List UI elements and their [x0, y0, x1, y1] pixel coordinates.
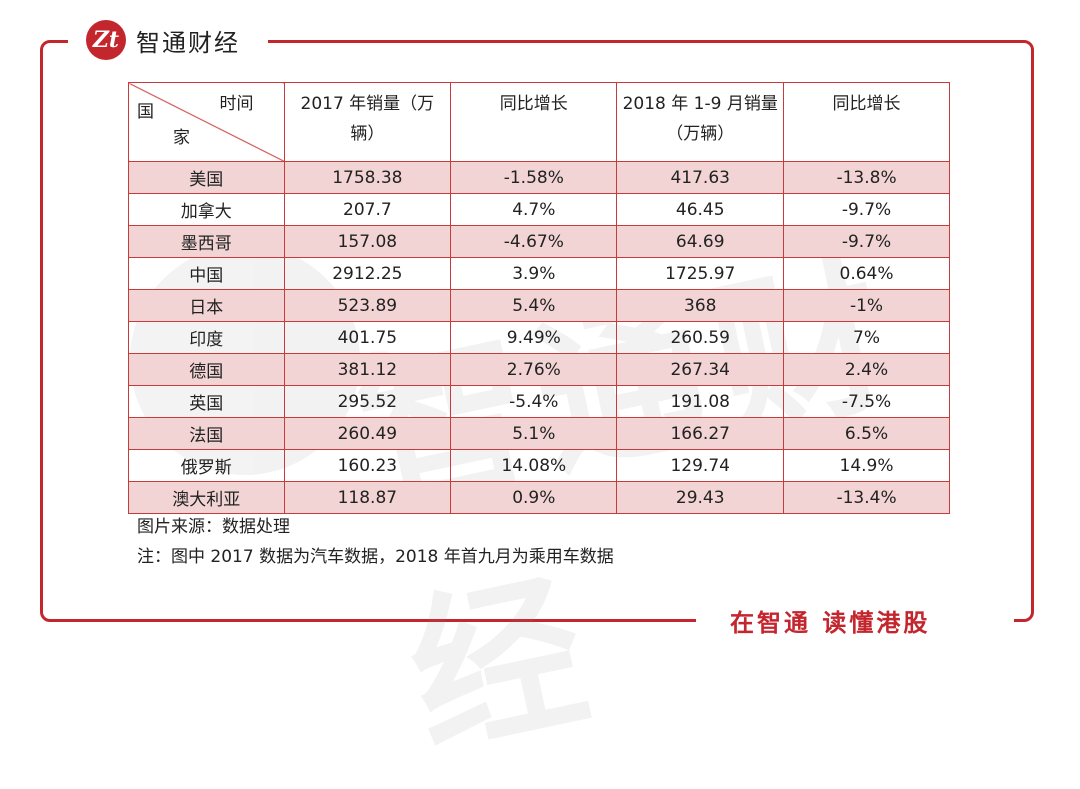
cell-country: 英国 — [128, 385, 285, 418]
cell-yoy-2018: 2.4% — [783, 353, 950, 386]
cell-yoy-2017: 3.9% — [450, 257, 618, 290]
table-row: 日本 523.89 5.4% 368 -1% — [128, 289, 950, 322]
cell-yoy-2017: 14.08% — [450, 449, 618, 482]
brand-name: 智通财经 — [136, 28, 240, 57]
corner-header-cell: 时间 国 家 — [128, 82, 285, 162]
cell-yoy-2017: 5.4% — [450, 289, 618, 322]
brand-header: Zt 智通财经 — [86, 18, 240, 62]
cell-sales-2018: 166.27 — [616, 417, 785, 450]
cell-sales-2017: 1758.38 — [283, 161, 452, 194]
cell-sales-2017: 207.7 — [283, 193, 452, 226]
cell-sales-2017: 160.23 — [283, 449, 452, 482]
cell-sales-2018: 29.43 — [616, 481, 785, 514]
cell-sales-2017: 118.87 — [283, 481, 452, 514]
cell-sales-2018: 368 — [616, 289, 785, 322]
cell-yoy-2017: 5.1% — [450, 417, 618, 450]
car-sales-table: 时间 国 家 2017 年销量（万辆） 同比增长 2018 年 1-9 月销量（… — [128, 82, 950, 514]
cell-yoy-2017: 4.7% — [450, 193, 618, 226]
cell-country: 墨西哥 — [128, 225, 285, 258]
cell-sales-2017: 2912.25 — [283, 257, 452, 290]
cell-yoy-2018: 14.9% — [783, 449, 950, 482]
cell-sales-2018: 129.74 — [616, 449, 785, 482]
cell-country: 澳大利亚 — [128, 481, 285, 514]
table-row: 墨西哥 157.08 -4.67% 64.69 -9.7% — [128, 225, 950, 258]
cell-sales-2018: 64.69 — [616, 225, 785, 258]
cell-sales-2017: 260.49 — [283, 417, 452, 450]
corner-country-label-1: 国 — [137, 102, 154, 122]
corner-country-label-2: 家 — [173, 128, 190, 148]
table-header-row: 时间 国 家 2017 年销量（万辆） 同比增长 2018 年 1-9 月销量（… — [128, 82, 950, 162]
cell-yoy-2017: -1.58% — [450, 161, 618, 194]
table-row: 俄罗斯 160.23 14.08% 129.74 14.9% — [128, 449, 950, 482]
cell-sales-2017: 401.75 — [283, 321, 452, 354]
cell-yoy-2017: 9.49% — [450, 321, 618, 354]
zhitong-logo-icon: Zt — [86, 20, 126, 60]
cell-yoy-2018: 7% — [783, 321, 950, 354]
cell-yoy-2017: -5.4% — [450, 385, 618, 418]
slogan: 在智通 读懂港股 — [730, 609, 931, 637]
content-frame — [40, 40, 1034, 622]
cell-country: 中国 — [128, 257, 285, 290]
header-sales-2018: 2018 年 1-9 月销量（万辆） — [616, 82, 785, 162]
cell-sales-2017: 295.52 — [283, 385, 452, 418]
table-row: 印度 401.75 9.49% 260.59 7% — [128, 321, 950, 354]
cell-sales-2017: 523.89 — [283, 289, 452, 322]
source-note: 图片来源：数据处理 — [137, 517, 290, 537]
cell-yoy-2017: -4.67% — [450, 225, 618, 258]
cell-country: 加拿大 — [128, 193, 285, 226]
cell-country: 俄罗斯 — [128, 449, 285, 482]
corner-time-label: 时间 — [219, 94, 254, 114]
header-yoy-2018: 同比增长 — [783, 82, 950, 162]
cell-yoy-2018: -1% — [783, 289, 950, 322]
table-row: 澳大利亚 118.87 0.9% 29.43 -13.4% — [128, 481, 950, 514]
table-row: 加拿大 207.7 4.7% 46.45 -9.7% — [128, 193, 950, 226]
cell-yoy-2018: -13.8% — [783, 161, 950, 194]
cell-country: 日本 — [128, 289, 285, 322]
notes: 图片来源：数据处理 注：图中 2017 数据为汽车数据，2018 年首九月为乘用… — [137, 512, 614, 572]
cell-sales-2017: 157.08 — [283, 225, 452, 258]
cell-sales-2018: 417.63 — [616, 161, 785, 194]
table-row: 英国 295.52 -5.4% 191.08 -7.5% — [128, 385, 950, 418]
header-sales-2017: 2017 年销量（万辆） — [283, 82, 452, 162]
cell-yoy-2018: -9.7% — [783, 225, 950, 258]
cell-country: 印度 — [128, 321, 285, 354]
cell-sales-2018: 1725.97 — [616, 257, 785, 290]
cell-yoy-2018: 6.5% — [783, 417, 950, 450]
table-row: 法国 260.49 5.1% 166.27 6.5% — [128, 417, 950, 450]
cell-country: 德国 — [128, 353, 285, 386]
slogan-mask — [696, 600, 1014, 644]
cell-yoy-2018: -9.7% — [783, 193, 950, 226]
cell-sales-2018: 191.08 — [616, 385, 785, 418]
cell-yoy-2018: 0.64% — [783, 257, 950, 290]
cell-sales-2017: 381.12 — [283, 353, 452, 386]
cell-sales-2018: 267.34 — [616, 353, 785, 386]
table-row: 美国 1758.38 -1.58% 417.63 -13.8% — [128, 161, 950, 194]
cell-yoy-2018: -13.4% — [783, 481, 950, 514]
footnote: 注：图中 2017 数据为汽车数据，2018 年首九月为乘用车数据 — [137, 547, 614, 567]
table-row: 中国 2912.25 3.9% 1725.97 0.64% — [128, 257, 950, 290]
cell-yoy-2017: 0.9% — [450, 481, 618, 514]
cell-sales-2018: 46.45 — [616, 193, 785, 226]
cell-sales-2018: 260.59 — [616, 321, 785, 354]
header-yoy-2017: 同比增长 — [450, 82, 618, 162]
table-row: 德国 381.12 2.76% 267.34 2.4% — [128, 353, 950, 386]
cell-country: 法国 — [128, 417, 285, 450]
cell-yoy-2017: 2.76% — [450, 353, 618, 386]
cell-yoy-2018: -7.5% — [783, 385, 950, 418]
cell-country: 美国 — [128, 161, 285, 194]
